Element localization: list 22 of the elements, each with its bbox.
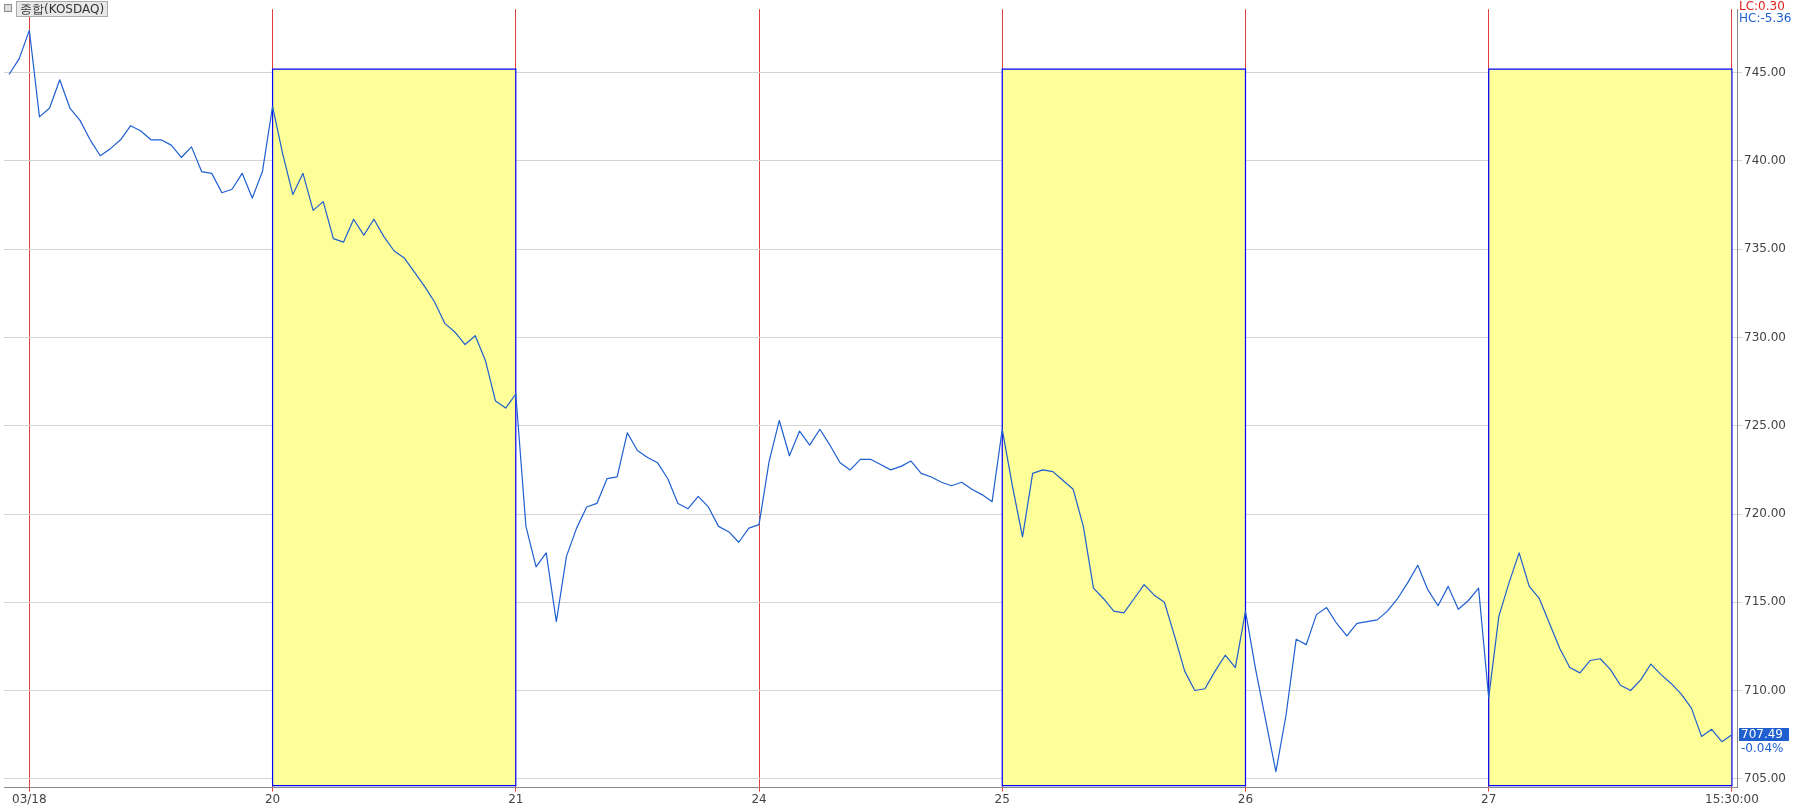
x-tick-label: 20	[264, 791, 281, 806]
y-tick-label: 740.00	[1744, 153, 1787, 168]
y-tick-label: 705.00	[1744, 770, 1787, 785]
x-tick-label: 15:30:00	[1704, 791, 1759, 806]
y-tick-label: 720.00	[1744, 506, 1787, 521]
x-tick-label: 25	[994, 791, 1010, 806]
text: 707.49	[1739, 726, 1789, 741]
y-tick-label: 710.00	[1744, 682, 1787, 697]
x-tick-label: 21	[508, 791, 524, 806]
x-tick-label: 27	[1481, 791, 1497, 806]
y-tick-label: 745.00	[1744, 64, 1787, 79]
text: LC:0.30	[1739, 0, 1785, 13]
x-tick-label: 26	[1237, 791, 1254, 806]
text: HC:-5.36	[1739, 11, 1792, 25]
y-tick-label: 715.00	[1744, 594, 1787, 609]
y-tick-label: 725.00	[1744, 417, 1787, 432]
y-tick-label: 735.00	[1744, 241, 1787, 256]
x-tick-label: 24	[751, 791, 767, 806]
chart-title: 종합(KOSDAQ)	[16, 1, 109, 17]
x-tick-label: 03/18	[12, 791, 47, 806]
text: -0.04%	[1741, 740, 1784, 755]
y-tick-label: 730.00	[1744, 329, 1787, 344]
